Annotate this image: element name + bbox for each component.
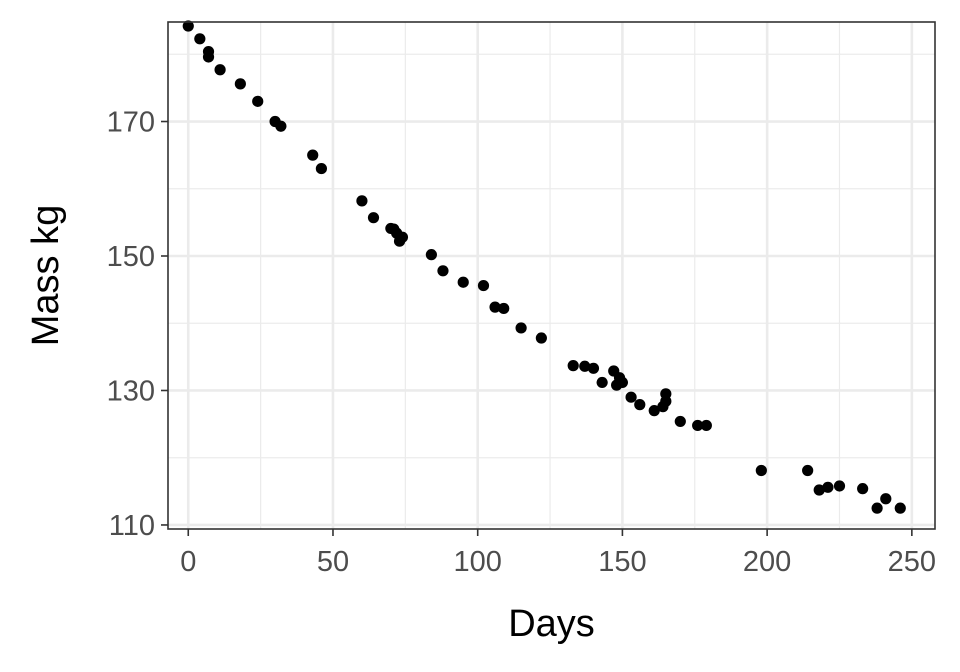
- y-axis-title: Mass kg: [25, 205, 67, 346]
- data-point: [660, 388, 672, 400]
- x-tick-label: 100: [453, 546, 501, 578]
- data-point: [182, 20, 194, 32]
- x-tick-label: 150: [598, 546, 646, 578]
- data-point: [535, 332, 547, 344]
- data-point: [498, 302, 510, 315]
- data-point: [833, 480, 846, 492]
- y-tick-label: 110: [109, 510, 155, 542]
- data-point: [194, 33, 206, 45]
- data-point: [857, 483, 869, 495]
- data-point: [871, 502, 883, 514]
- y-tick-label: 170: [107, 107, 155, 139]
- data-point: [822, 481, 834, 493]
- data-point: [425, 249, 437, 261]
- data-point: [457, 276, 469, 288]
- data-point: [802, 464, 814, 477]
- plot-panel-border: [167, 21, 936, 530]
- data-point: [367, 212, 380, 224]
- data-point: [252, 95, 264, 107]
- data-point: [634, 399, 646, 411]
- data-point: [813, 484, 825, 496]
- data-points: [182, 20, 906, 514]
- data-point: [515, 322, 527, 334]
- data-point: [648, 405, 660, 417]
- x-tick-label: 50: [317, 546, 349, 578]
- data-point: [214, 64, 226, 76]
- data-point: [396, 231, 409, 243]
- data-point: [315, 162, 327, 175]
- data-point: [692, 419, 704, 432]
- data-point: [587, 362, 600, 374]
- plot-background: [168, 22, 935, 529]
- data-point: [356, 195, 368, 207]
- data-point: [674, 415, 686, 428]
- data-point: [894, 502, 906, 514]
- y-tick-label: 150: [107, 241, 155, 273]
- grid-major: [168, 22, 935, 529]
- data-point: [234, 78, 246, 90]
- data-point: [700, 419, 712, 432]
- data-point: [567, 360, 579, 372]
- data-point: [616, 376, 629, 389]
- grid-minor: [168, 22, 935, 529]
- y-axis: 110 130 150 170: [107, 107, 168, 542]
- data-point: [880, 493, 892, 505]
- x-axis: 0 50 100 150 200 250: [180, 529, 936, 578]
- data-point: [579, 360, 591, 372]
- data-point: [307, 149, 319, 161]
- y-tick-label: 130: [107, 375, 155, 407]
- data-point: [489, 301, 501, 313]
- data-point: [596, 376, 608, 389]
- data-point: [275, 120, 287, 132]
- data-point: [437, 265, 449, 277]
- x-axis-title: Days: [508, 603, 595, 645]
- data-point: [202, 51, 215, 63]
- x-tick-label: 250: [888, 546, 936, 578]
- data-point: [755, 464, 767, 477]
- x-tick-label: 0: [180, 546, 196, 578]
- data-point: [625, 391, 637, 403]
- x-tick-label: 200: [743, 546, 791, 578]
- data-point: [477, 279, 490, 292]
